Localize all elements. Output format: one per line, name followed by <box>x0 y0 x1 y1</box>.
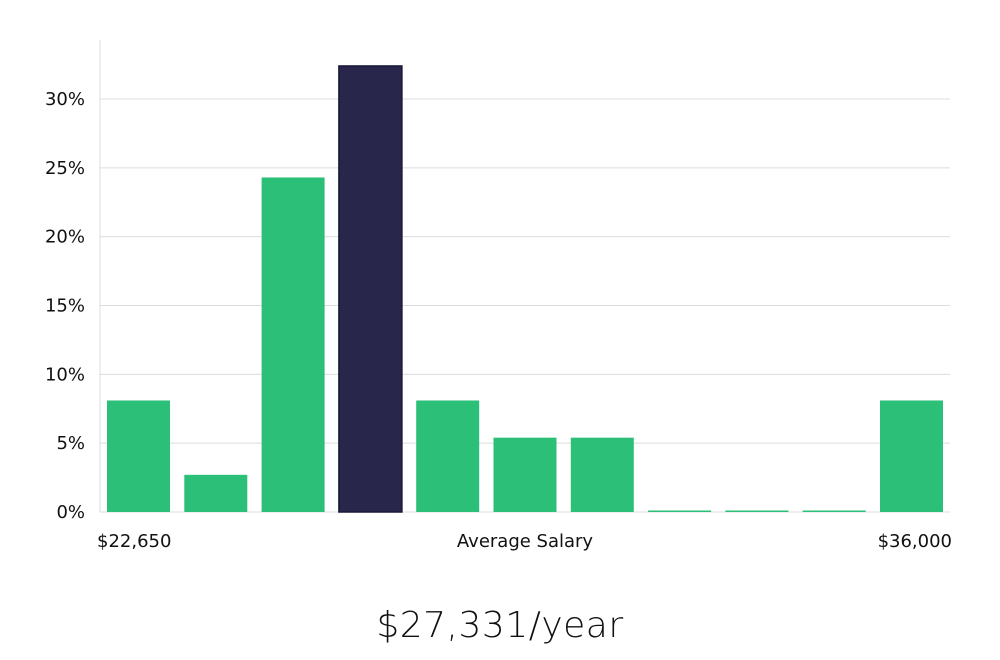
bar <box>648 510 712 512</box>
x-max-label: $36,000 <box>878 531 952 552</box>
y-tick-label: 5% <box>56 433 85 454</box>
bar <box>261 177 325 512</box>
bars <box>107 65 943 513</box>
y-tick-label: 25% <box>45 158 85 179</box>
bar <box>493 437 557 512</box>
y-axis-ticks: 0% 5% 10% 15% 20% 25% 30% <box>45 89 85 523</box>
y-tick-label: 15% <box>45 296 85 317</box>
bar <box>184 474 248 512</box>
bar <box>880 400 943 512</box>
bar <box>107 400 170 512</box>
bar-highlighted <box>338 65 403 513</box>
y-tick-label: 0% <box>56 502 85 523</box>
y-tick-label: 30% <box>45 89 85 110</box>
bar <box>725 510 789 512</box>
bar <box>570 437 634 512</box>
x-min-label: $22,650 <box>97 531 171 552</box>
salary-histogram: 0% 5% 10% 15% 20% 25% 30% $22,650 Average Sala… <box>45 40 952 552</box>
bar <box>416 400 480 512</box>
y-tick-label: 10% <box>45 364 85 385</box>
bar <box>802 510 866 512</box>
average-salary-value: $27,331/year <box>376 605 624 646</box>
x-axis-label: Average Salary <box>457 531 594 552</box>
y-tick-label: 20% <box>45 227 85 248</box>
